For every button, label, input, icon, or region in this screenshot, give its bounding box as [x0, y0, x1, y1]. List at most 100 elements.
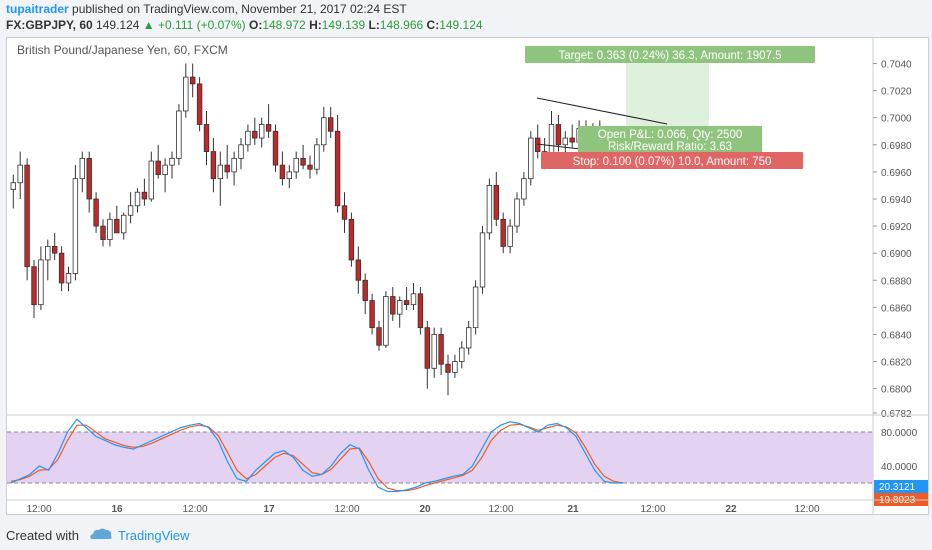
- price-change: +0.111 (+0.07%): [158, 18, 246, 32]
- candle: [341, 192, 348, 233]
- time-tick-label: 12:00: [334, 504, 359, 514]
- time-tick-label: 12:00: [794, 504, 819, 514]
- publish-text: published on TradingView.com, November 2…: [72, 2, 407, 16]
- bear-candle-body: [86, 157, 92, 200]
- bull-candle-body: [217, 164, 223, 180]
- candle: [224, 144, 230, 179]
- bear-candle-body: [279, 164, 286, 180]
- bull-candle-body: [286, 171, 292, 180]
- bear-candle-body: [141, 191, 148, 200]
- high-value: 149.139: [321, 18, 366, 32]
- bear-candle-body: [93, 198, 99, 227]
- bear-candle-body: [493, 185, 499, 220]
- candle: [107, 212, 113, 247]
- time-tick-label: 21: [567, 504, 579, 514]
- up-arrow-icon: ▲: [142, 18, 155, 32]
- bull-candle-body: [231, 157, 237, 173]
- candle: [134, 188, 141, 213]
- stoch-k-value: 20.3121: [879, 482, 916, 493]
- bear-candle-body: [500, 218, 506, 247]
- bear-candle-body: [24, 164, 30, 268]
- tradingview-cloud-icon: [90, 528, 112, 539]
- bear-candle-body: [403, 300, 410, 306]
- bear-candle-body: [348, 218, 355, 261]
- candle: [307, 155, 313, 179]
- author-link[interactable]: tupaitrader: [6, 2, 69, 16]
- candle: [314, 138, 320, 175]
- candle: [45, 239, 51, 281]
- candle: [348, 212, 355, 267]
- candle: [355, 246, 361, 294]
- candle: [58, 246, 65, 292]
- bear-candle-body: [569, 137, 575, 143]
- price-tick-label: 0.6920: [881, 222, 912, 233]
- candle: [141, 178, 148, 206]
- candle: [86, 151, 92, 213]
- candle: [272, 124, 279, 172]
- candle: [265, 104, 272, 139]
- stoch-k-line: [10, 418, 623, 493]
- pnl-label-bg: [578, 126, 762, 154]
- candle: [376, 320, 382, 351]
- price-tick-label: 0.6820: [881, 358, 912, 369]
- symbol-name: FX:GBPJPY, 60: [6, 18, 93, 32]
- stoch-k-badge-bg: [874, 480, 928, 493]
- time-tick-label: 17: [263, 504, 275, 514]
- price-tick-label: 0.6900: [881, 249, 912, 260]
- time-tick-label: 22: [725, 504, 737, 514]
- candle: [493, 171, 499, 227]
- candle: [431, 327, 437, 378]
- bull-candle-body: [183, 76, 189, 112]
- candle: [417, 287, 424, 335]
- candle: [121, 212, 127, 240]
- stop-label-text: Stop: 0.100 (0.07%) 10.0, Amount: 750: [573, 156, 772, 168]
- candle: [114, 205, 120, 234]
- candle: [258, 117, 265, 148]
- bear-candle-body: [114, 218, 120, 234]
- bull-candle-body: [521, 178, 527, 200]
- bull-candle-body: [479, 232, 486, 288]
- price-tick-label: 0.7020: [881, 87, 912, 98]
- bear-candle-body: [224, 164, 230, 173]
- candle: [390, 287, 396, 321]
- candle: [279, 151, 286, 186]
- candle: [210, 138, 217, 193]
- candle: [203, 110, 210, 166]
- candle: [300, 144, 306, 170]
- candle: [52, 232, 58, 260]
- price-tick-label: 0.6940: [881, 195, 912, 206]
- header-bar: tupaitrader published on TradingView.com…: [0, 0, 932, 36]
- bear-candle-body: [341, 205, 348, 220]
- bull-candle-body: [293, 157, 299, 173]
- candle: [459, 341, 465, 369]
- bear-candle-body: [424, 327, 430, 369]
- tradingview-brand[interactable]: TradingView: [118, 528, 190, 543]
- bear-candle-body: [189, 76, 196, 85]
- bear-candle-body: [100, 225, 106, 241]
- candle: [162, 158, 168, 193]
- time-tick-label: 20: [419, 504, 431, 514]
- bear-candle-body: [376, 327, 382, 346]
- candle: [231, 151, 237, 186]
- chart-container[interactable]: Target: 0.363 (0.24%) 36.3, Amount: 1907…: [6, 37, 929, 515]
- bull-candle-body: [17, 164, 23, 184]
- candle: [169, 151, 175, 179]
- close-value: 149.124: [439, 18, 483, 32]
- candle: [383, 291, 389, 348]
- candle: [369, 293, 375, 335]
- candle: [569, 124, 575, 148]
- candlestick-chart[interactable]: Target: 0.363 (0.24%) 36.3, Amount: 1907…: [7, 38, 928, 514]
- bear-candle-body: [327, 117, 334, 132]
- bull-candle-body: [431, 334, 437, 369]
- bull-candle-body: [321, 117, 327, 146]
- bear-candle-body: [155, 160, 161, 176]
- candle: [410, 282, 417, 311]
- candles: [10, 63, 610, 396]
- bull-candle-body: [127, 205, 134, 216]
- oscillator-tick-label: 40.0000: [881, 462, 918, 473]
- time-tick-label: 12:00: [26, 504, 51, 514]
- candle: [72, 165, 79, 281]
- time-tick-label: 12:00: [488, 504, 513, 514]
- price-tick-label: 0.6860: [881, 303, 912, 314]
- bear-candle-body: [417, 293, 424, 329]
